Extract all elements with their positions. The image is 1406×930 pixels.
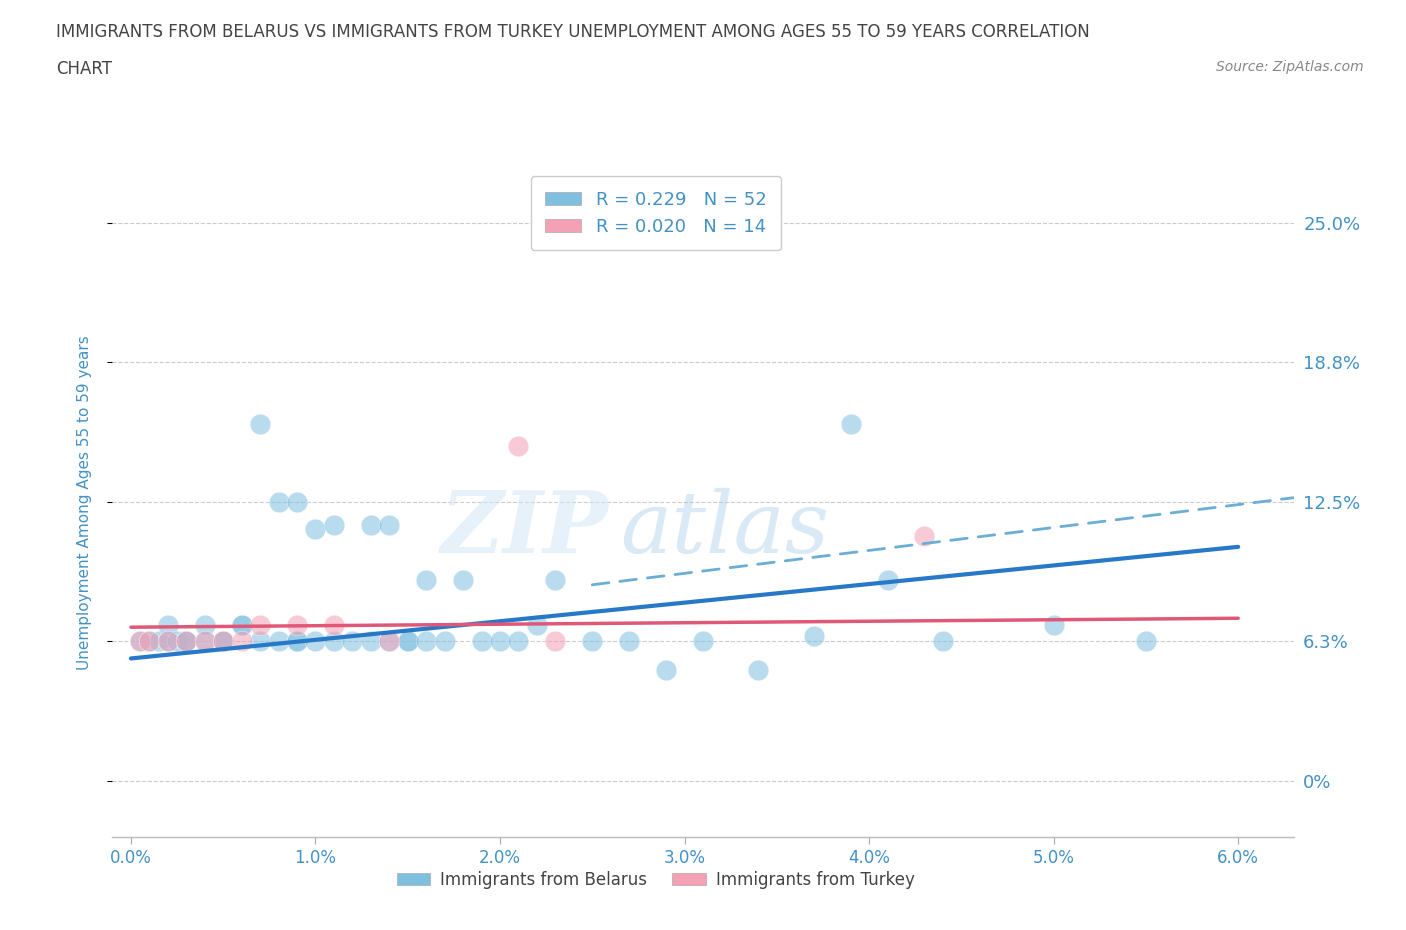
Point xyxy=(470,633,492,648)
Point xyxy=(581,633,603,648)
Point xyxy=(129,633,152,648)
Point xyxy=(692,633,714,648)
Point xyxy=(415,573,437,588)
Text: CHART: CHART xyxy=(56,60,112,78)
Point xyxy=(194,633,217,648)
Point xyxy=(138,633,160,648)
Point xyxy=(396,633,419,648)
Point xyxy=(174,633,197,648)
Text: IMMIGRANTS FROM BELARUS VS IMMIGRANTS FROM TURKEY UNEMPLOYMENT AMONG AGES 55 TO : IMMIGRANTS FROM BELARUS VS IMMIGRANTS FR… xyxy=(56,23,1090,41)
Point xyxy=(129,633,152,648)
Text: Source: ZipAtlas.com: Source: ZipAtlas.com xyxy=(1216,60,1364,74)
Point xyxy=(433,633,456,648)
Point xyxy=(212,633,235,648)
Legend: Immigrants from Belarus, Immigrants from Turkey: Immigrants from Belarus, Immigrants from… xyxy=(391,864,921,896)
Point xyxy=(249,618,271,632)
Point xyxy=(322,633,346,648)
Point xyxy=(508,633,530,648)
Point xyxy=(378,633,401,648)
Point xyxy=(876,573,898,588)
Point xyxy=(285,618,308,632)
Point xyxy=(304,633,326,648)
Point xyxy=(138,633,160,648)
Point xyxy=(212,633,235,648)
Point xyxy=(508,439,530,454)
Point xyxy=(932,633,955,648)
Point xyxy=(231,633,253,648)
Point xyxy=(322,618,346,632)
Point xyxy=(231,618,253,632)
Point xyxy=(174,633,197,648)
Point xyxy=(415,633,437,648)
Point xyxy=(148,633,170,648)
Point xyxy=(655,662,678,677)
Point xyxy=(489,633,512,648)
Point xyxy=(156,633,179,648)
Point xyxy=(194,633,217,648)
Point xyxy=(378,633,401,648)
Text: atlas: atlas xyxy=(620,487,830,570)
Point xyxy=(194,618,217,632)
Point xyxy=(304,522,326,537)
Point xyxy=(396,633,419,648)
Point xyxy=(544,633,567,648)
Point xyxy=(360,517,382,532)
Point xyxy=(342,633,364,648)
Point xyxy=(914,528,936,543)
Point xyxy=(451,573,474,588)
Point xyxy=(526,618,548,632)
Point xyxy=(1042,618,1064,632)
Point xyxy=(212,633,235,648)
Point xyxy=(285,633,308,648)
Point xyxy=(156,618,179,632)
Y-axis label: Unemployment Among Ages 55 to 59 years: Unemployment Among Ages 55 to 59 years xyxy=(77,335,91,670)
Point xyxy=(174,633,197,648)
Point xyxy=(839,417,862,432)
Point xyxy=(166,633,188,648)
Point xyxy=(1135,633,1157,648)
Point xyxy=(360,633,382,648)
Point xyxy=(156,633,179,648)
Point xyxy=(544,573,567,588)
Point xyxy=(231,618,253,632)
Point xyxy=(619,633,641,648)
Text: ZIP: ZIP xyxy=(440,487,609,571)
Point xyxy=(249,633,271,648)
Point xyxy=(267,633,290,648)
Point xyxy=(322,517,346,532)
Point xyxy=(285,633,308,648)
Point xyxy=(378,517,401,532)
Point xyxy=(285,495,308,510)
Point xyxy=(803,629,825,644)
Point xyxy=(249,417,271,432)
Point xyxy=(267,495,290,510)
Point xyxy=(747,662,769,677)
